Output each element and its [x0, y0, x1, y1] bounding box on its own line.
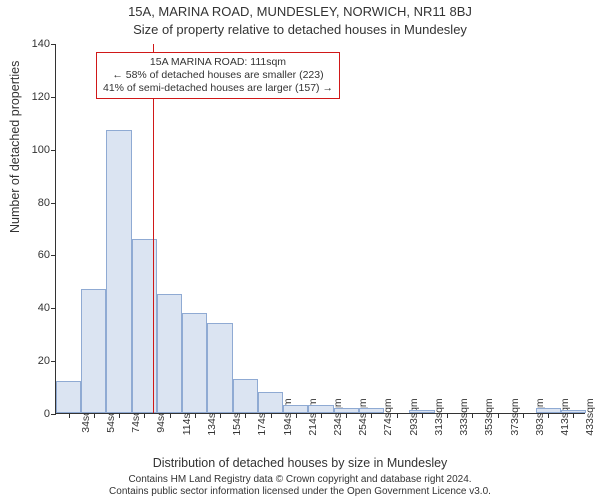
bar [233, 379, 258, 413]
footnote: Contains HM Land Registry data © Crown c… [0, 474, 600, 498]
ytick-mark [51, 414, 56, 415]
xtick-mark [119, 413, 120, 418]
xtick-mark [371, 413, 372, 418]
bar [81, 289, 106, 413]
xtick-mark [447, 413, 448, 418]
bar [157, 294, 182, 413]
xtick-label: 333sqm [458, 398, 470, 435]
ytick-mark [51, 255, 56, 256]
xtick-label: 254sqm [357, 398, 369, 435]
ytick-label: 0 [44, 408, 50, 420]
xtick-mark [472, 413, 473, 418]
chart-title: Size of property relative to detached ho… [0, 22, 600, 37]
xtick-label: 313sqm [433, 398, 445, 435]
ytick-label: 80 [38, 197, 50, 209]
annotation-box: 15A MARINA ROAD: 111sqm← 58% of detached… [96, 52, 340, 99]
xtick-mark [548, 413, 549, 418]
ytick-label: 120 [32, 91, 50, 103]
ytick-label: 60 [38, 249, 50, 261]
xtick-mark [346, 413, 347, 418]
xtick-mark [220, 413, 221, 418]
xtick-mark [397, 413, 398, 418]
xtick-mark [144, 413, 145, 418]
plot-area: 02040608010012014034sqm54sqm74sqm94sqm11… [55, 44, 585, 414]
xtick-label: 353sqm [483, 398, 495, 435]
xtick-label: 234sqm [332, 398, 344, 435]
xtick-label: 433sqm [584, 398, 596, 435]
xtick-label: 393sqm [534, 398, 546, 435]
xtick-mark [296, 413, 297, 418]
xtick-mark [195, 413, 196, 418]
bar [106, 130, 131, 413]
xtick-mark [94, 413, 95, 418]
ytick-mark [51, 361, 56, 362]
xtick-label: 194sqm [282, 398, 294, 435]
xtick-label: 274sqm [382, 398, 394, 435]
bar [182, 313, 207, 413]
ytick-label: 140 [32, 38, 50, 50]
xtick-mark [69, 413, 70, 418]
xtick-mark [271, 413, 272, 418]
xtick-mark [321, 413, 322, 418]
footnote-line-1: Contains HM Land Registry data © Crown c… [128, 474, 471, 485]
chart-root: 15A, MARINA ROAD, MUNDESLEY, NORWICH, NR… [0, 0, 600, 500]
ytick-mark [51, 150, 56, 151]
bar [308, 405, 333, 413]
xtick-mark [170, 413, 171, 418]
ytick-mark [51, 44, 56, 45]
xtick-mark [245, 413, 246, 418]
ytick-mark [51, 97, 56, 98]
footnote-line-2: Contains public sector information licen… [109, 486, 491, 497]
xtick-label: 214sqm [307, 398, 319, 435]
ytick-mark [51, 203, 56, 204]
xtick-mark [422, 413, 423, 418]
xtick-label: 293sqm [408, 398, 420, 435]
annotation-line-3: 41% of semi-detached houses are larger (… [103, 82, 333, 95]
bar [56, 381, 81, 413]
ytick-label: 20 [38, 355, 50, 367]
bar [207, 323, 232, 413]
ytick-label: 100 [32, 144, 50, 156]
xtick-label: 413sqm [559, 398, 571, 435]
xtick-mark [523, 413, 524, 418]
chart-supertitle: 15A, MARINA ROAD, MUNDESLEY, NORWICH, NR… [0, 4, 600, 19]
ytick-mark [51, 308, 56, 309]
xtick-label: 373sqm [509, 398, 521, 435]
annotation-line-2: ← 58% of detached houses are smaller (22… [103, 69, 333, 82]
xtick-mark [498, 413, 499, 418]
bar [283, 405, 308, 413]
annotation-line-1: 15A MARINA ROAD: 111sqm [103, 56, 333, 69]
bar [258, 392, 283, 413]
y-axis-label: Number of detached properties [8, 61, 22, 233]
ytick-label: 40 [38, 302, 50, 314]
x-axis-label: Distribution of detached houses by size … [0, 456, 600, 470]
xtick-mark [573, 413, 574, 418]
